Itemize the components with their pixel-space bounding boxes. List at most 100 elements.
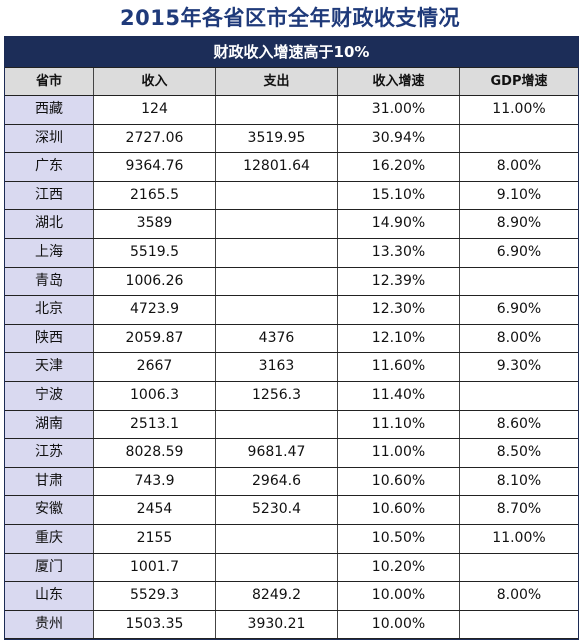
cell-income-growth: 11.10% bbox=[338, 410, 460, 439]
table-row: 青岛 1006.26 12.39% bbox=[5, 267, 578, 297]
cell-income: 2513.1 bbox=[94, 410, 216, 439]
cell-gdp-growth: 8.50% bbox=[496, 444, 542, 461]
cell-gdp-growth bbox=[460, 611, 578, 639]
cell-income-growth: 31.00% bbox=[338, 96, 460, 124]
cell-province: 北京 bbox=[5, 296, 94, 324]
cell-province: 青岛 bbox=[5, 267, 94, 296]
table-row: 深圳 2727.06 3519.95 30.94% bbox=[5, 124, 578, 154]
cell-province: 天津 bbox=[5, 353, 94, 381]
cell-income: 2165.5 bbox=[94, 181, 216, 210]
cell-income-growth: 11.00% bbox=[338, 439, 460, 467]
cell-gdp-growth: 11.00% bbox=[492, 101, 546, 117]
page-title: 2015年各省区市全年财政收支情况 bbox=[120, 6, 460, 30]
cell-province: 宁波 bbox=[5, 381, 94, 410]
cell-income: 2454 bbox=[94, 496, 216, 524]
header-expense: 支出 bbox=[216, 68, 338, 95]
cell-income-growth: 12.10% bbox=[338, 324, 460, 353]
cell-income: 8028.59 bbox=[94, 439, 216, 467]
cell-expense: 3163 bbox=[216, 353, 338, 381]
cell-income: 9364.76 bbox=[94, 153, 216, 181]
table-row: 江西 2165.5 15.10% 9.10% bbox=[5, 181, 578, 211]
cell-province: 安徽 bbox=[5, 496, 94, 524]
cell-income-growth: 10.00% bbox=[338, 582, 460, 610]
cell-gdp-growth: 8.70% bbox=[496, 501, 542, 518]
cell-expense bbox=[216, 296, 338, 324]
table-row: 宁波 1006.3 1256.3 11.40% bbox=[5, 381, 578, 411]
cell-expense: 5230.4 bbox=[216, 496, 338, 524]
cell-province: 重庆 bbox=[5, 524, 94, 553]
cell-gdp-growth bbox=[460, 554, 578, 582]
cell-gdp-growth: 9.10% bbox=[496, 186, 542, 203]
cell-expense: 12801.64 bbox=[216, 153, 338, 181]
table-row: 北京 4723.9 12.30% 6.90% bbox=[5, 296, 578, 325]
cell-income: 1503.35 bbox=[94, 610, 216, 639]
cell-gdp-growth: 8.60% bbox=[496, 415, 542, 432]
cell-expense bbox=[216, 238, 338, 267]
cell-expense: 8249.2 bbox=[216, 582, 338, 610]
cell-income: 2667 bbox=[94, 353, 216, 381]
cell-expense: 1256.3 bbox=[216, 381, 338, 410]
cell-income-growth: 11.60% bbox=[338, 353, 460, 381]
cell-province: 深圳 bbox=[5, 124, 94, 153]
cell-province: 西藏 bbox=[5, 96, 94, 124]
table-row: 甘肃 743.9 2964.6 10.60% 8.10% bbox=[5, 467, 578, 497]
cell-income-growth: 16.20% bbox=[338, 153, 460, 181]
cell-income: 2155 bbox=[94, 524, 216, 553]
cell-income-growth: 10.60% bbox=[338, 496, 460, 524]
cell-province: 江苏 bbox=[5, 439, 94, 467]
table-row: 陕西 2059.87 4376 12.10% 8.00% bbox=[5, 324, 578, 354]
cell-gdp-growth: 8.00% bbox=[496, 329, 542, 346]
cell-gdp-growth: 8.00% bbox=[496, 587, 542, 604]
cell-gdp-growth: 6.90% bbox=[496, 243, 542, 260]
cell-province: 贵州 bbox=[5, 610, 94, 639]
cell-expense bbox=[216, 553, 338, 582]
cell-income-growth: 13.30% bbox=[338, 238, 460, 267]
cell-income: 743.9 bbox=[94, 467, 216, 496]
cell-province: 甘肃 bbox=[5, 467, 94, 496]
cell-income-growth: 10.00% bbox=[338, 610, 460, 639]
table-row: 山东 5529.3 8249.2 10.00% 8.00% bbox=[5, 582, 578, 611]
cell-income: 2059.87 bbox=[94, 324, 216, 353]
table-row: 上海 5519.5 13.30% 6.90% bbox=[5, 238, 578, 268]
cell-income-growth: 10.20% bbox=[338, 553, 460, 582]
table-banner: 财政收入增速高于10% bbox=[5, 37, 578, 67]
table-row: 湖南 2513.1 11.10% 8.60% bbox=[5, 410, 578, 440]
cell-income-growth: 12.30% bbox=[338, 296, 460, 324]
cell-expense: 4376 bbox=[216, 324, 338, 353]
cell-expense: 2964.6 bbox=[216, 467, 338, 496]
cell-income: 5519.5 bbox=[94, 238, 216, 267]
cell-expense bbox=[216, 181, 338, 210]
fiscal-table: 财政收入增速高于10% 省市 收入 支出 收入增速 GDP增速 西藏 124 31.… bbox=[4, 36, 579, 640]
cell-gdp-growth: 8.00% bbox=[496, 158, 542, 175]
header-income-growth: 收入增速 bbox=[338, 68, 460, 95]
cell-expense: 9681.47 bbox=[216, 439, 338, 467]
cell-income-growth: 30.94% bbox=[338, 124, 460, 153]
cell-gdp-growth: 8.10% bbox=[496, 472, 542, 489]
cell-income: 124 bbox=[94, 96, 216, 124]
cell-province: 陕西 bbox=[5, 324, 94, 353]
cell-income: 5529.3 bbox=[94, 582, 216, 610]
cell-province: 广东 bbox=[5, 153, 94, 181]
table-row: 西藏 124 31.00% 11.00% bbox=[5, 96, 578, 125]
header-province: 省市 bbox=[5, 68, 94, 95]
cell-expense: 3519.95 bbox=[216, 124, 338, 153]
cell-province: 厦门 bbox=[5, 553, 94, 582]
cell-province: 上海 bbox=[5, 238, 94, 267]
table-row: 重庆 2155 10.50% 11.00% bbox=[5, 524, 578, 554]
cell-gdp-growth bbox=[460, 382, 578, 410]
table-header: 省市 收入 支出 收入增速 GDP增速 bbox=[5, 67, 578, 96]
cell-gdp-growth: 9.30% bbox=[496, 358, 542, 375]
cell-income: 1001.7 bbox=[94, 553, 216, 582]
table-row: 广东 9364.76 12801.64 16.20% 8.00% bbox=[5, 153, 578, 182]
cell-gdp-growth: 11.00% bbox=[492, 529, 546, 546]
cell-expense bbox=[216, 410, 338, 439]
cell-province: 山东 bbox=[5, 582, 94, 610]
cell-income: 1006.26 bbox=[94, 267, 216, 296]
table-row: 天津 2667 3163 11.60% 9.30% bbox=[5, 353, 578, 382]
cell-income-growth: 11.40% bbox=[338, 381, 460, 410]
cell-expense: 3930.21 bbox=[216, 610, 338, 639]
table-row: 江苏 8028.59 9681.47 11.00% 8.50% bbox=[5, 439, 578, 468]
cell-expense bbox=[216, 210, 338, 238]
cell-gdp-growth bbox=[460, 125, 578, 153]
cell-income-growth: 14.90% bbox=[338, 210, 460, 238]
